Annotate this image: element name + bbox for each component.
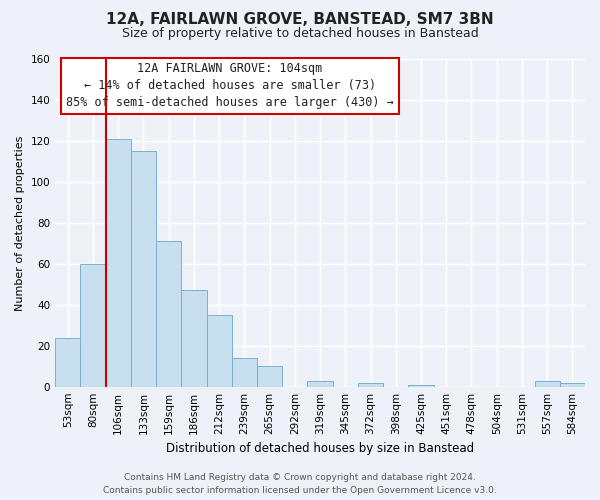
Bar — [409, 384, 434, 386]
Bar — [55, 338, 80, 386]
Bar — [206, 315, 232, 386]
Bar — [257, 366, 282, 386]
Bar — [358, 382, 383, 386]
Text: Contains HM Land Registry data © Crown copyright and database right 2024.
Contai: Contains HM Land Registry data © Crown c… — [103, 474, 497, 495]
Bar — [80, 264, 106, 386]
Text: 12A FAIRLAWN GROVE: 104sqm
← 14% of detached houses are smaller (73)
85% of semi: 12A FAIRLAWN GROVE: 104sqm ← 14% of deta… — [66, 62, 394, 110]
Bar — [106, 139, 131, 386]
Bar — [232, 358, 257, 386]
X-axis label: Distribution of detached houses by size in Banstead: Distribution of detached houses by size … — [166, 442, 474, 455]
Y-axis label: Number of detached properties: Number of detached properties — [15, 135, 25, 310]
Bar — [307, 380, 332, 386]
Bar — [156, 242, 181, 386]
Text: 12A, FAIRLAWN GROVE, BANSTEAD, SM7 3BN: 12A, FAIRLAWN GROVE, BANSTEAD, SM7 3BN — [106, 12, 494, 28]
Bar — [181, 290, 206, 386]
Text: Size of property relative to detached houses in Banstead: Size of property relative to detached ho… — [122, 28, 478, 40]
Bar — [535, 380, 560, 386]
Bar — [131, 151, 156, 386]
Bar — [560, 382, 585, 386]
